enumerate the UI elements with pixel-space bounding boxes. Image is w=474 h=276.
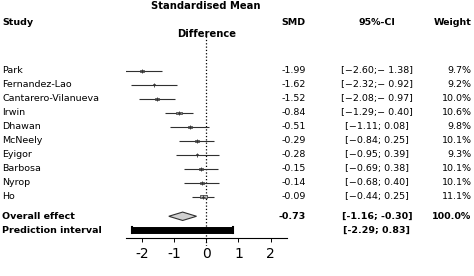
- Text: 10.0%: 10.0%: [442, 94, 472, 103]
- Text: [-2.29; 0.83]: [-2.29; 0.83]: [343, 226, 410, 235]
- Text: [−2.08;− 0.97]: [−2.08;− 0.97]: [341, 94, 413, 103]
- Text: [-1.16; -0.30]: [-1.16; -0.30]: [342, 212, 412, 221]
- Text: -0.15: -0.15: [282, 164, 306, 173]
- Bar: [153, 84, 155, 85]
- Text: -0.14: -0.14: [282, 178, 306, 187]
- Text: -0.09: -0.09: [282, 192, 306, 201]
- Text: Standardised Mean: Standardised Mean: [151, 1, 261, 11]
- Text: Cantarero-Vilanueva: Cantarero-Vilanueva: [2, 94, 100, 103]
- Text: [−1.11; 0.08]: [−1.11; 0.08]: [345, 122, 409, 131]
- Text: 95%-CI: 95%-CI: [358, 18, 395, 27]
- Text: [−0.68; 0.40]: [−0.68; 0.40]: [345, 178, 409, 187]
- Text: -0.84: -0.84: [282, 108, 306, 117]
- Text: 11.1%: 11.1%: [442, 192, 472, 201]
- Text: Fernandez-Lao: Fernandez-Lao: [2, 80, 72, 89]
- Bar: [200, 182, 204, 184]
- Text: Ho: Ho: [2, 192, 15, 201]
- Bar: [195, 140, 199, 142]
- Text: Nyrop: Nyrop: [2, 178, 30, 187]
- Text: [−1.29;− 0.40]: [−1.29;− 0.40]: [341, 108, 413, 117]
- Bar: [199, 168, 203, 170]
- Text: Weight: Weight: [434, 18, 472, 27]
- Text: McNeely: McNeely: [2, 136, 43, 145]
- Text: [−2.32;− 0.92]: [−2.32;− 0.92]: [341, 80, 413, 89]
- Polygon shape: [169, 212, 197, 221]
- Text: Eyigor: Eyigor: [2, 150, 32, 159]
- Text: 9.2%: 9.2%: [447, 80, 472, 89]
- Text: -0.29: -0.29: [282, 136, 306, 145]
- Text: 100.0%: 100.0%: [432, 212, 472, 221]
- Text: Study: Study: [2, 18, 34, 27]
- Text: SMD: SMD: [282, 18, 306, 27]
- Bar: [200, 195, 207, 198]
- Text: [−0.84; 0.25]: [−0.84; 0.25]: [345, 136, 409, 145]
- Bar: [176, 112, 182, 114]
- Text: 10.6%: 10.6%: [442, 108, 472, 117]
- Text: 9.8%: 9.8%: [447, 122, 472, 131]
- Text: 9.3%: 9.3%: [447, 150, 472, 159]
- Text: Prediction interval: Prediction interval: [2, 226, 102, 235]
- Text: 9.7%: 9.7%: [447, 66, 472, 75]
- Text: Overall effect: Overall effect: [2, 212, 75, 221]
- Text: -0.51: -0.51: [282, 122, 306, 131]
- Text: -1.52: -1.52: [282, 94, 306, 103]
- Bar: [188, 126, 191, 128]
- Text: [−2.60;− 1.38]: [−2.60;− 1.38]: [341, 66, 413, 75]
- Text: [−0.95; 0.39]: [−0.95; 0.39]: [345, 150, 409, 159]
- Bar: [140, 70, 144, 71]
- Text: [−0.69; 0.38]: [−0.69; 0.38]: [345, 164, 409, 173]
- Text: -1.99: -1.99: [282, 66, 306, 75]
- Text: Dhawan: Dhawan: [2, 122, 41, 131]
- Text: Irwin: Irwin: [2, 108, 26, 117]
- Text: Barbosa: Barbosa: [2, 164, 41, 173]
- Text: 10.1%: 10.1%: [442, 136, 472, 145]
- Text: 10.1%: 10.1%: [442, 178, 472, 187]
- Bar: [196, 154, 199, 155]
- Text: -1.62: -1.62: [282, 80, 306, 89]
- Text: 10.1%: 10.1%: [442, 164, 472, 173]
- Text: Difference: Difference: [177, 29, 236, 39]
- Bar: [155, 98, 159, 100]
- Text: -0.73: -0.73: [279, 212, 306, 221]
- Text: [−0.44; 0.25]: [−0.44; 0.25]: [345, 192, 409, 201]
- Text: Park: Park: [2, 66, 23, 75]
- Text: -0.28: -0.28: [282, 150, 306, 159]
